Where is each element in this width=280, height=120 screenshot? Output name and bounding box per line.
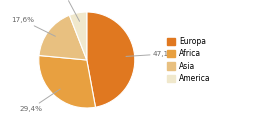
- Text: 29,4%: 29,4%: [19, 89, 60, 112]
- Wedge shape: [69, 12, 87, 60]
- Wedge shape: [39, 15, 87, 60]
- Wedge shape: [87, 12, 135, 107]
- Wedge shape: [39, 55, 95, 108]
- Text: 47,1%: 47,1%: [126, 51, 176, 57]
- Legend: Europa, Africa, Asia, America: Europa, Africa, Asia, America: [166, 36, 212, 84]
- Text: 5,9%: 5,9%: [56, 0, 80, 21]
- Text: 17,6%: 17,6%: [11, 17, 55, 36]
